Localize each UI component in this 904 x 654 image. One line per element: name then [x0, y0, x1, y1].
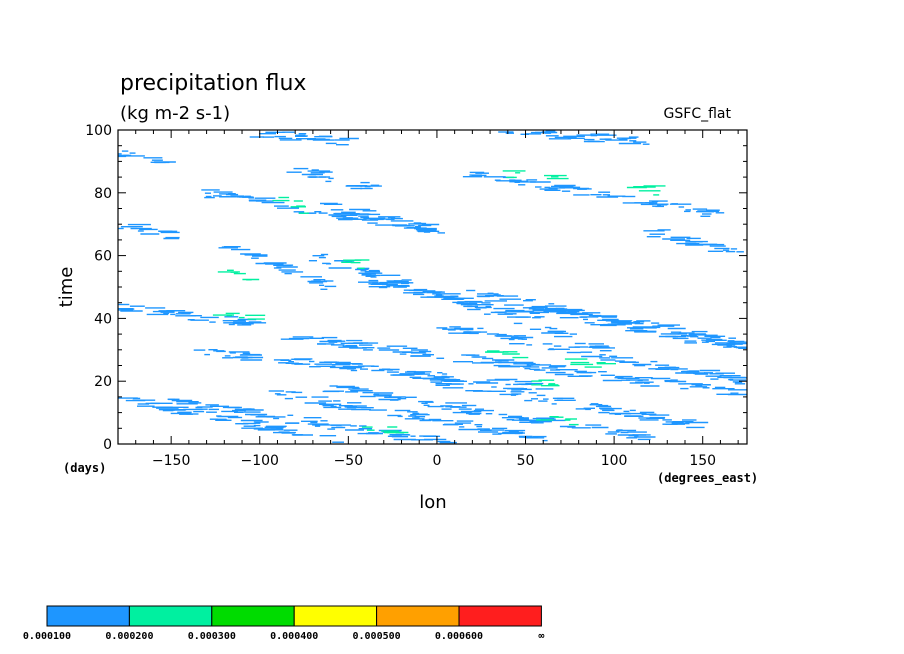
- colorbar-level-label: 0.000500: [353, 631, 401, 642]
- colorbar-swatch: [293, 605, 378, 627]
- y-axis-ticks: 0 20 40 60 80 100: [85, 123, 747, 453]
- y-axis-label: time: [56, 267, 77, 308]
- x-tick-label: −50: [334, 453, 364, 469]
- colorbar: 0.000100 0.000200 0.000300 0.000400 0.000500…: [23, 605, 544, 642]
- colorbar-level-label: 0.000200: [105, 631, 153, 642]
- x-axis-label: lon: [419, 492, 446, 513]
- colorbar-level-label: 0.000300: [188, 631, 236, 642]
- plot-area: −150 −100 −50 0 50 100 150 0 20 40 60 80 100: [85, 123, 748, 469]
- colorbar-level-label: 0.000600: [435, 631, 483, 642]
- y-units-label: (days): [63, 461, 106, 475]
- x-tick-label: −100: [241, 453, 279, 469]
- colorbar-swatch: [458, 605, 542, 627]
- x-tick-label: −150: [152, 453, 190, 469]
- colorbar-level-label: 0.000100: [23, 631, 71, 642]
- colorbar-swatch: [46, 605, 130, 627]
- colorbar-swatch: [376, 605, 460, 627]
- colorbar-swatch: [211, 605, 295, 627]
- colorbar-level-label: 0.000400: [270, 631, 318, 642]
- x-tick-label: 100: [601, 453, 628, 469]
- y-tick-label: 0: [103, 437, 112, 453]
- y-tick-label: 100: [85, 123, 112, 139]
- plot-background: [118, 130, 747, 444]
- y-tick-label: 40: [94, 311, 112, 327]
- chart-title: precipitation flux: [120, 71, 306, 96]
- source-label: GSFC_flat: [664, 106, 732, 122]
- colorbar-swatch: [128, 605, 213, 627]
- colorbar-level-label: ∞: [538, 631, 544, 642]
- x-tick-label: 150: [689, 453, 716, 469]
- y-tick-label: 60: [94, 249, 112, 265]
- x-tick-label: 0: [432, 453, 441, 469]
- x-axis-ticks: −150 −100 −50 0 50 100 150: [135, 130, 739, 469]
- y-tick-label: 80: [94, 186, 112, 202]
- precipitation-streaks: [118, 130, 747, 444]
- x-tick-label: 50: [517, 453, 535, 469]
- x-units-label: (degrees_east): [657, 471, 758, 486]
- chart-units: (kg m-2 s-1): [120, 103, 230, 124]
- y-tick-label: 20: [94, 374, 112, 390]
